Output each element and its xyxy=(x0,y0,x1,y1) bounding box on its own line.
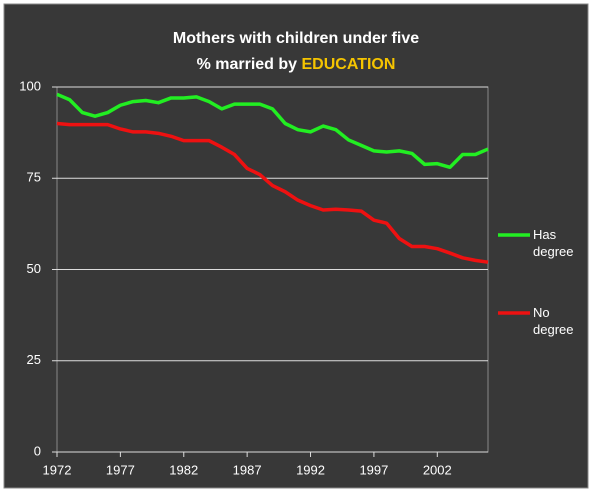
legend-label: No degree xyxy=(533,305,574,337)
y-tick-label: 75 xyxy=(27,170,41,185)
y-tick-label: 50 xyxy=(27,261,41,276)
series-line xyxy=(56,92,489,170)
legend-label: Has degree xyxy=(533,227,574,259)
series-line xyxy=(56,121,489,264)
x-tick-label: 1982 xyxy=(169,462,198,477)
x-tick-label: 1987 xyxy=(233,462,262,477)
y-tick-label: 100 xyxy=(19,78,41,93)
y-tick-label: 25 xyxy=(27,352,41,367)
chart-background xyxy=(3,3,589,489)
y-tick-label: 0 xyxy=(34,443,41,458)
x-tick-label: 2002 xyxy=(423,462,452,477)
x-tick-label: 1997 xyxy=(359,462,388,477)
chart-title: Mothers with children under five xyxy=(173,30,419,47)
subtitle-text: % married by xyxy=(197,56,298,73)
chart-subtitle: % married by EDUCATION xyxy=(197,56,396,73)
x-tick-label: 1977 xyxy=(106,462,135,477)
x-tick-label: 1992 xyxy=(296,462,325,477)
x-tick-label: 1972 xyxy=(43,462,72,477)
subtitle-highlight: EDUCATION xyxy=(302,56,396,73)
